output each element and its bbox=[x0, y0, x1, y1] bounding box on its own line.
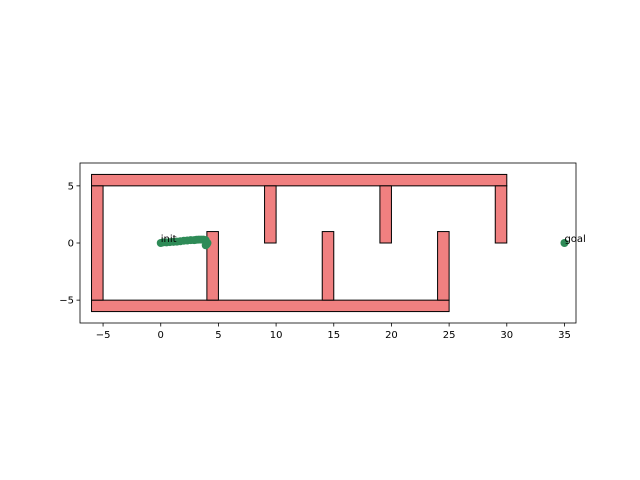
x-tick-label-1: 0 bbox=[158, 330, 164, 341]
x-tick-label-4: 15 bbox=[327, 330, 340, 341]
x-tick-label-7: 30 bbox=[500, 330, 513, 341]
wall-2 bbox=[91, 185, 104, 301]
y-axis-ticks: −5 0 5 bbox=[59, 181, 80, 307]
goal-point bbox=[560, 239, 569, 247]
wall-7 bbox=[264, 185, 277, 244]
annotations-layer: init goal bbox=[161, 234, 586, 247]
x-tick-label-5: 20 bbox=[385, 330, 398, 341]
x-tick-label-2: 5 bbox=[215, 330, 221, 341]
wall-0 bbox=[91, 173, 508, 187]
wall-5 bbox=[321, 231, 335, 301]
wall-3 bbox=[494, 185, 508, 244]
x-axis-ticks: −5 0 5 10 15 20 25 30 35 bbox=[96, 323, 571, 341]
y-tick-label-0: −5 bbox=[59, 296, 74, 307]
wall-8 bbox=[379, 185, 392, 244]
path-point-19 bbox=[203, 239, 212, 247]
walls-layer bbox=[91, 173, 508, 313]
wall-4 bbox=[206, 231, 219, 301]
goal-label: goal bbox=[564, 234, 585, 245]
wall-1 bbox=[91, 299, 450, 313]
init-label: init bbox=[161, 234, 177, 245]
x-tick-label-8: 35 bbox=[558, 330, 571, 341]
x-tick-label-0: −5 bbox=[96, 330, 111, 341]
y-tick-label-2: 5 bbox=[68, 181, 74, 192]
y-tick-label-1: 0 bbox=[68, 239, 74, 250]
x-tick-label-3: 10 bbox=[270, 330, 283, 341]
x-tick-label-6: 25 bbox=[443, 330, 456, 341]
wall-6 bbox=[437, 231, 450, 301]
trajectory-layer bbox=[156, 235, 212, 250]
